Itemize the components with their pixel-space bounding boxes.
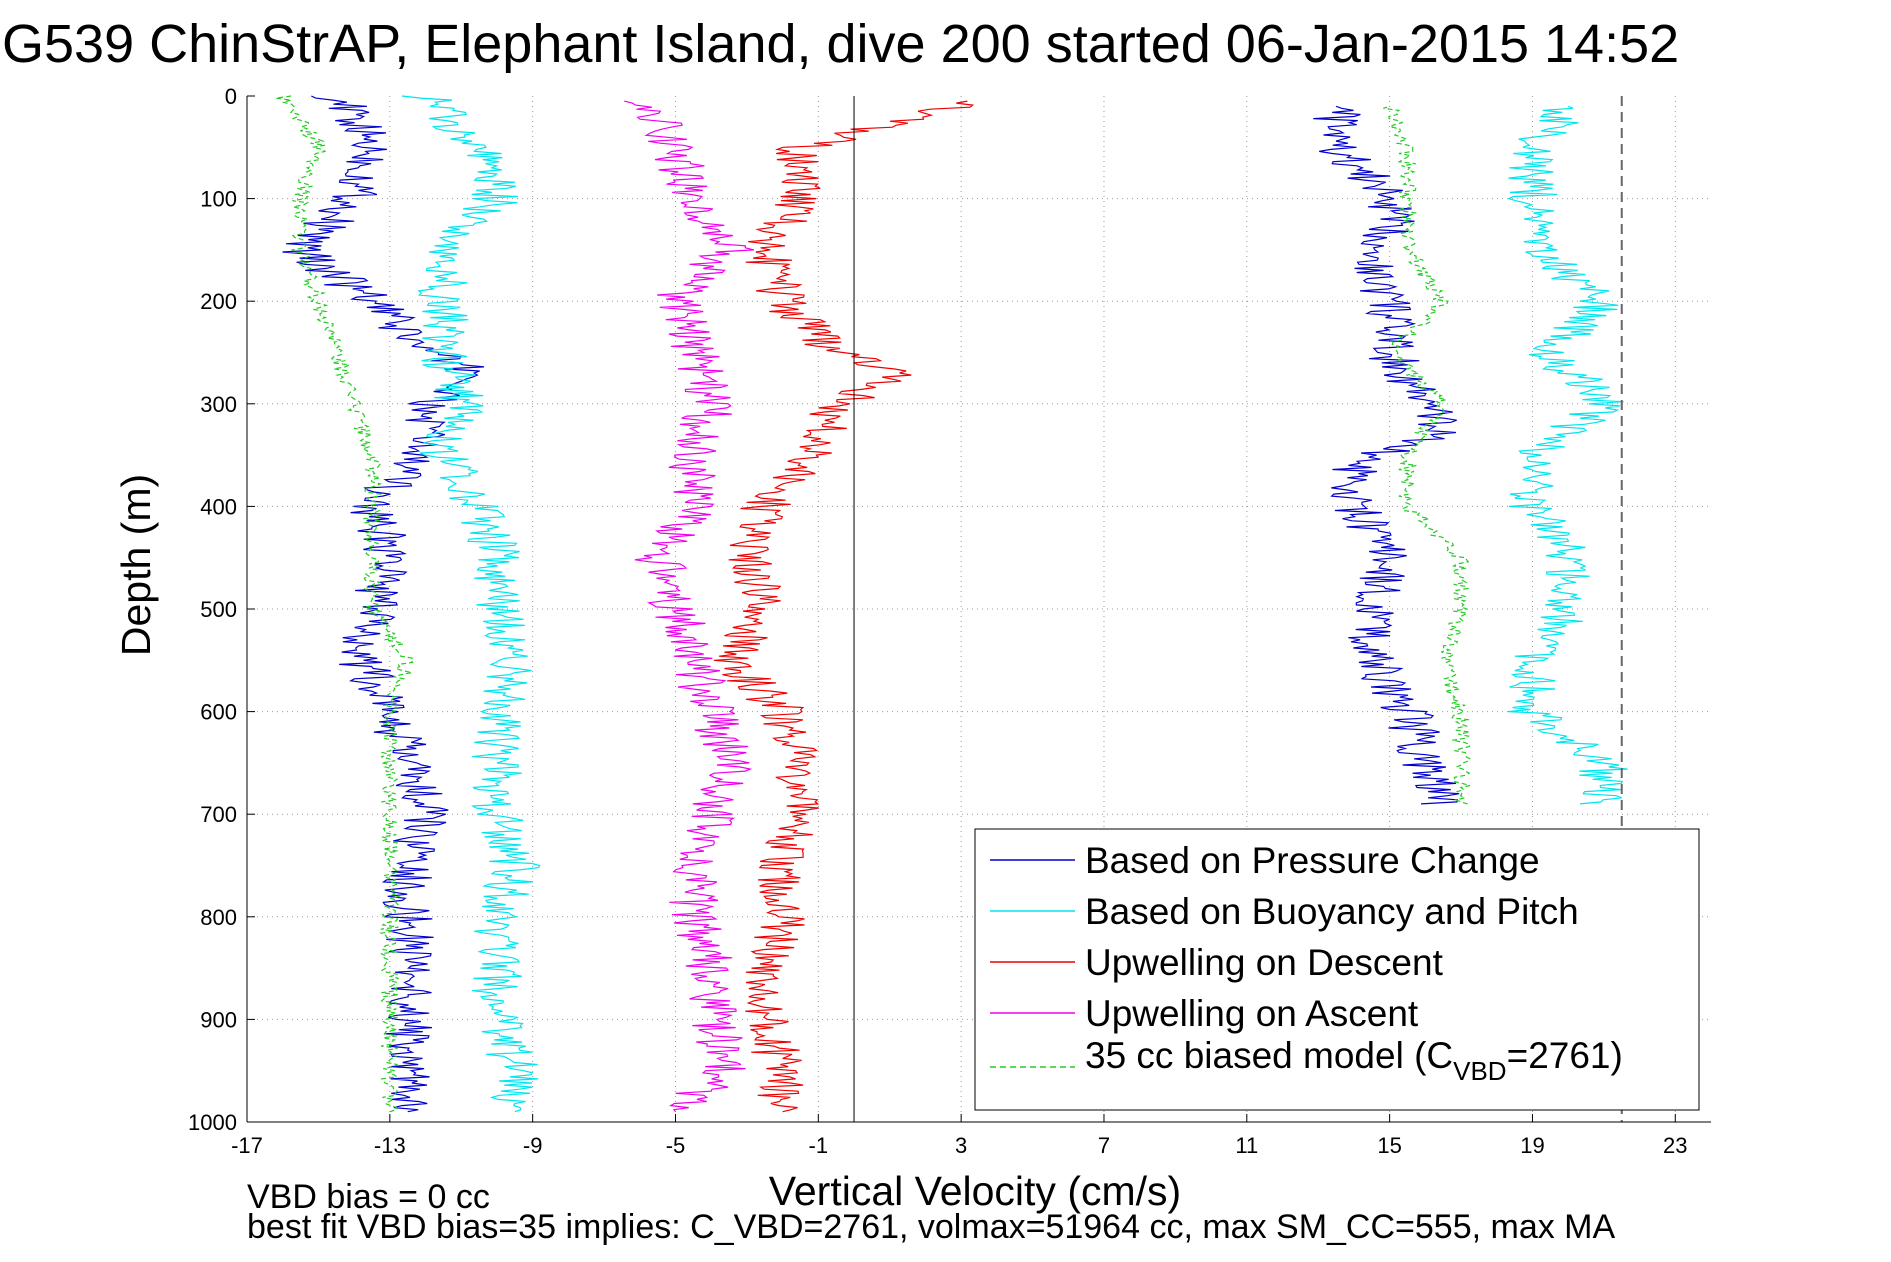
x-tick-label: -9 [523, 1133, 543, 1158]
y-tick-label: 1000 [188, 1110, 237, 1135]
x-tick-label: 7 [1098, 1133, 1110, 1158]
y-tick-label: 100 [200, 187, 237, 212]
x-tick-label: 23 [1663, 1133, 1687, 1158]
legend-label-descent: Upwelling on Descent [1085, 942, 1444, 983]
legend-label-pressure: Based on Pressure Change [1085, 840, 1540, 881]
series-35-cc-biased-model-c-vbd-2761-descent [275, 95, 414, 1113]
y-tick-label: 600 [200, 700, 237, 725]
chart-title: G539 ChinStrAP, Elephant Island, dive 20… [2, 14, 1679, 74]
x-tick-label: 11 [1235, 1133, 1258, 1158]
legend-label-model-main: 35 cc biased model (C [1085, 1035, 1453, 1076]
y-axis-label: Depth (m) [113, 474, 159, 656]
legend-box [974, 828, 1700, 1111]
series-based-on-pressure-change-descent [282, 95, 485, 1113]
y-tick-label: 400 [200, 494, 237, 519]
series-based-on-buoyancy-and-pitch-ascent [1507, 105, 1628, 805]
x-tick-label: 15 [1377, 1133, 1401, 1158]
x-tick-label: -5 [666, 1133, 686, 1158]
x-tick-label: 3 [955, 1133, 967, 1158]
x-tick-label: -13 [374, 1133, 406, 1158]
y-tick-label: 900 [200, 1007, 237, 1032]
y-tick-label: 0 [225, 84, 237, 109]
legend-label-ascent: Upwelling on Ascent [1085, 993, 1419, 1034]
plot-series [275, 95, 1628, 1113]
series-based-on-pressure-change-ascent [1313, 105, 1460, 805]
legend-label-model-sub: VBD [1453, 1056, 1506, 1086]
y-tick-label: 700 [200, 802, 237, 827]
series-based-on-buoyancy-and-pitch-descent [401, 95, 541, 1113]
legend-label-model-tail: =2761) [1507, 1035, 1623, 1076]
y-tick-label: 800 [200, 905, 237, 930]
x-tick-label: 19 [1520, 1133, 1544, 1158]
x-tick-label: -1 [809, 1133, 829, 1158]
legend-label-model: 35 cc biased model (CVBD=2761) [1085, 1035, 1623, 1086]
x-tick-labels: -17 -13 -9 -5 -1 3 7 11 15 19 23 [231, 1114, 1688, 1158]
y-tick-labels: 0 100 200 300 400 500 600 700 800 900 1000 [188, 84, 255, 1135]
best-fit-note: best fit VBD bias=35 implies: C_VBD=2761… [247, 1208, 1616, 1246]
y-tick-label: 200 [200, 289, 237, 314]
y-tick-label: 300 [200, 392, 237, 417]
series-upwelling-on-ascent [624, 100, 755, 1113]
series-upwelling-on-descent [713, 100, 975, 1113]
legend: Based on Pressure Change Based on Buoyan… [974, 828, 1700, 1111]
y-tick-label: 500 [200, 597, 237, 622]
vbd-bias-note: VBD bias = 0 cc [247, 1178, 490, 1216]
x-tick-label: -17 [231, 1133, 263, 1158]
legend-label-buoyancy: Based on Buoyancy and Pitch [1085, 891, 1579, 932]
x-axis-label: Vertical Velocity (cm/s) [769, 1168, 1181, 1214]
series-35-cc-biased-model-c-vbd-2761-ascent [1383, 105, 1471, 805]
